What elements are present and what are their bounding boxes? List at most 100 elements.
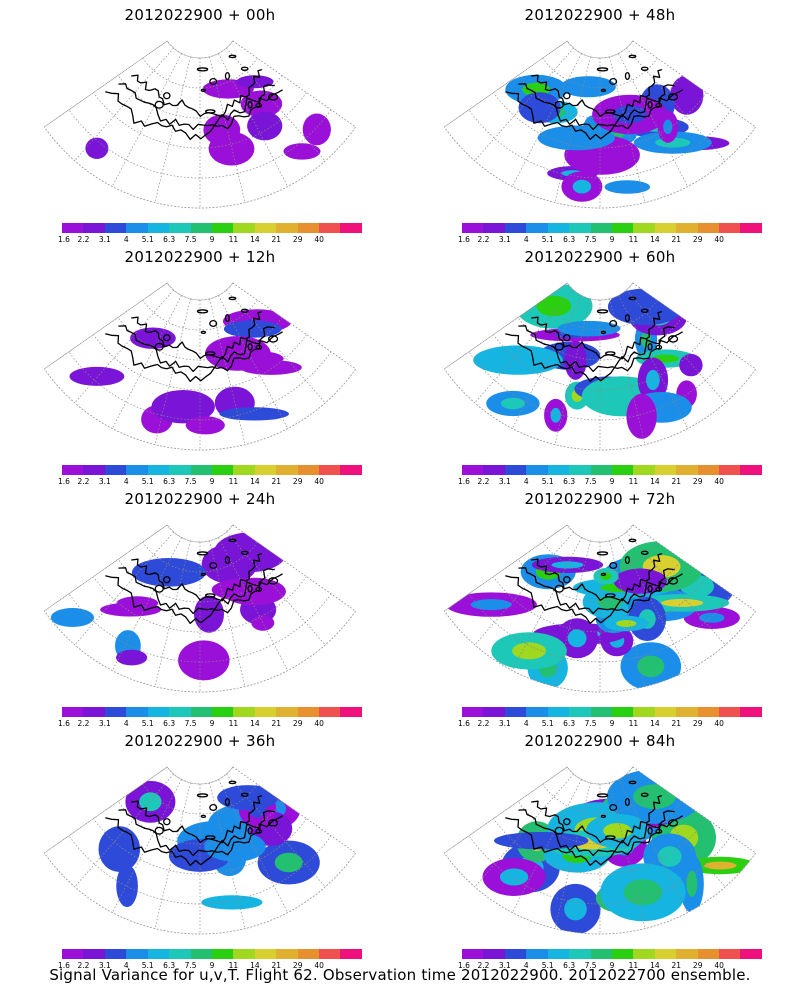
variance-blob <box>185 416 225 435</box>
colorbar-tick-label: 2.2 <box>477 235 490 244</box>
map-plot <box>43 40 357 209</box>
colorbar <box>462 707 762 717</box>
colorbar-tick-label: 4 <box>123 477 129 486</box>
variance-field <box>473 283 703 439</box>
colorbar-swatch <box>526 465 548 475</box>
colorbar-tick-label: 2.2 <box>477 719 490 728</box>
colorbar-swatch <box>526 707 548 717</box>
variance-blob <box>670 75 704 115</box>
colorbar-swatch <box>526 949 548 959</box>
panel-title: 2012022900 + 84h <box>524 732 676 750</box>
colorbar-swatch <box>83 465 105 475</box>
colorbar-swatch <box>62 949 84 959</box>
colorbar-swatch <box>297 707 320 717</box>
colorbar-swatch <box>547 223 570 233</box>
variance-field <box>50 532 287 681</box>
variance-core <box>564 897 587 921</box>
colorbar-swatch <box>211 465 234 475</box>
colorbar-swatch <box>254 465 277 475</box>
colorbar-tick-label: 2.2 <box>477 961 490 970</box>
colorbar-tick-label: 11 <box>228 477 239 486</box>
colorbar-tick-label: 11 <box>628 477 639 486</box>
colorbar-swatch <box>340 949 362 959</box>
colorbar-swatch <box>254 949 277 959</box>
colorbar-swatch <box>83 707 105 717</box>
colorbar-tick-label: 1.6 <box>58 719 70 728</box>
variance-blob <box>217 785 278 811</box>
colorbar-tick-label: 2.2 <box>77 961 90 970</box>
variance-core <box>470 599 512 611</box>
variance-blob <box>560 76 616 98</box>
colorbar-swatch <box>147 223 170 233</box>
colorbar-tick-label: 40 <box>314 961 324 970</box>
variance-core <box>499 868 529 886</box>
colorbar-tick-label: 14 <box>250 235 260 244</box>
colorbar-tick-label: 4 <box>523 477 529 486</box>
colorbar-swatch <box>590 949 612 959</box>
colorbar-tick-label: 6.3 <box>163 235 176 244</box>
variance-core <box>512 642 547 660</box>
panel-title: 2012022900 + 00h <box>124 6 276 24</box>
colorbar-labels: 1.6 2.2 3.1 4 5.1 6.3 7.5 9 11 14 21 29 40 <box>58 235 362 245</box>
colorbar-swatch <box>483 465 505 475</box>
map-border <box>43 766 357 935</box>
colorbar-tick-label: 3.1 <box>498 235 511 244</box>
colorbar-tick-label: 1.6 <box>458 961 470 970</box>
colorbar-swatch <box>547 949 570 959</box>
colorbar-swatch <box>462 949 484 959</box>
variance-blob <box>151 390 215 424</box>
colorbar-swatch <box>654 949 677 959</box>
colorbar-swatch <box>483 223 505 233</box>
coastline <box>505 54 683 141</box>
variance-blob <box>116 864 138 908</box>
variance-blob <box>473 345 563 375</box>
variance-field <box>98 780 320 910</box>
colorbar-tick-label: 7.5 <box>184 477 197 486</box>
colorbar-swatch <box>276 949 298 959</box>
colorbar-tick-label: 4 <box>523 235 529 244</box>
colorbar <box>462 223 762 233</box>
map-panel: 2012022900 + 48h 1.6 2.2 3.1 4 5.1 6.3 7.5 9 11 14… <box>400 0 800 245</box>
variance-blob <box>85 137 109 159</box>
variance-blob <box>69 366 125 386</box>
variance-core <box>600 572 612 580</box>
colorbar-labels: 1.6 2.2 3.1 4 5.1 6.3 7.5 9 11 14 21 29 40 <box>458 235 762 245</box>
colorbar-swatch <box>319 465 341 475</box>
variance-blob <box>130 327 176 349</box>
colorbar-swatch <box>233 949 255 959</box>
colorbar-swatch <box>590 707 612 717</box>
colorbar-tick-label: 7.5 <box>584 235 597 244</box>
colorbar-swatch <box>276 707 298 717</box>
colorbar-labels: 1.6 2.2 3.1 4 5.1 6.3 7.5 9 11 14 21 29 40 <box>58 961 362 971</box>
colorbar-swatch <box>547 707 570 717</box>
colorbar-tick-label: 9 <box>609 235 615 244</box>
colorbar-tick-label: 2.2 <box>77 719 90 728</box>
colorbar-swatch <box>83 949 105 959</box>
colorbar-swatch <box>276 223 298 233</box>
colorbar-tick-label: 4 <box>523 719 529 728</box>
coastline <box>505 780 683 867</box>
variance-blob <box>203 114 241 146</box>
colorbar-tick-label: 9 <box>609 961 615 970</box>
variance-core <box>274 852 303 873</box>
colorbar-swatch <box>633 465 655 475</box>
panel-title: 2012022900 + 72h <box>524 490 676 508</box>
variance-blob <box>116 596 159 611</box>
variance-core <box>633 784 676 809</box>
colorbar-swatch <box>104 223 127 233</box>
colorbar-swatch <box>526 223 548 233</box>
colorbar-swatch <box>654 707 677 717</box>
colorbar-swatch <box>233 707 255 717</box>
colorbar-swatch <box>504 949 527 959</box>
colorbar-tick-label: 6.3 <box>563 961 576 970</box>
coastline <box>105 780 283 867</box>
colorbar-swatch <box>62 465 84 475</box>
colorbar-tick-label: 6.3 <box>163 477 176 486</box>
colorbar-swatch <box>254 223 277 233</box>
map-panel: 2012022900 + 60h 1.6 2.2 3.1 4 5.1 6.3 7.5 9 11 14… <box>400 242 800 486</box>
colorbar-swatch <box>83 223 105 233</box>
map-plot <box>443 766 757 935</box>
variance-core <box>500 397 525 410</box>
colorbar-tick-label: 29 <box>292 719 303 728</box>
variance-blob <box>50 608 94 627</box>
